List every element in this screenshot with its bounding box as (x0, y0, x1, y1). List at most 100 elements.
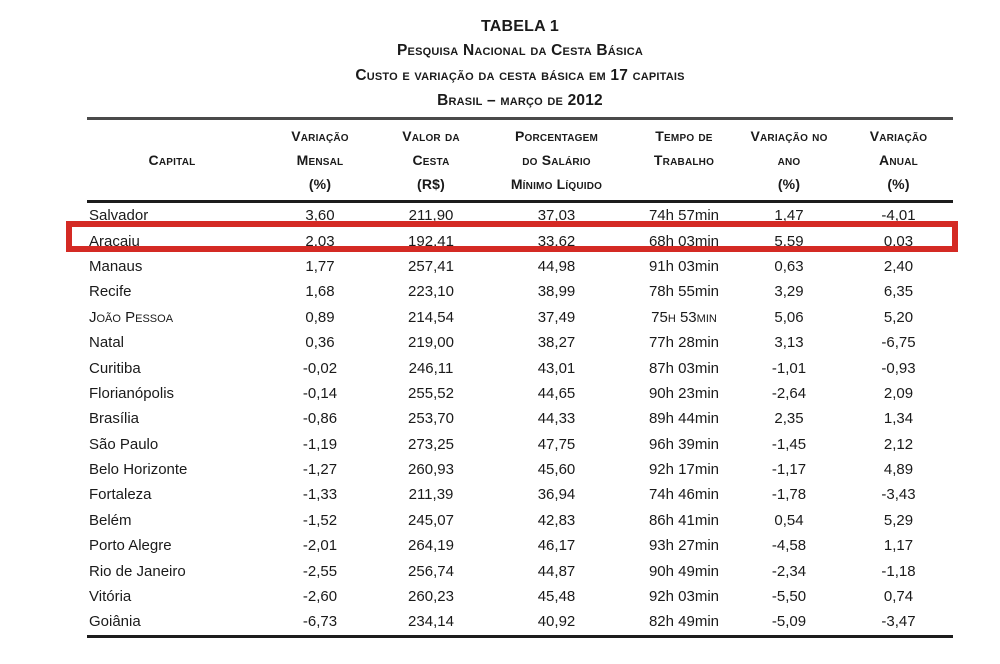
table-subtitle-period: Brasil – março de 2012 (437, 92, 603, 109)
value-cell: 38,99 (537, 283, 576, 301)
value-cell: 260,93 (408, 461, 454, 479)
value-cell: -3,43 (881, 486, 916, 504)
value-cell: 87h 03min (648, 359, 720, 377)
value-cell: -1,19 (302, 435, 338, 453)
value-cell: 92h 17min (648, 461, 720, 479)
value-cell: 44,65 (537, 384, 576, 402)
capital-cell: Aracaju (89, 232, 140, 250)
table-body: Salvador 3,60 211,90 37,03 74h 57min 1,47 -4,0… (87, 202, 953, 638)
value-cell: 89h 44min (648, 410, 720, 428)
column-header-line: Porcentagem (514, 128, 599, 144)
value-cell: 1,34 (883, 410, 914, 428)
value-cell: 33,62 (537, 232, 576, 250)
value-cell: 37,03 (537, 207, 576, 225)
value-cell: 5,06 (774, 308, 804, 326)
value-cell: 253,70 (408, 410, 454, 428)
column-header-variacao-anual: Variação Anual (%) (844, 120, 953, 203)
value-cell: 1,17 (883, 537, 914, 555)
table-subtitle-description: Custo e variação da cesta básica em 17 c… (355, 67, 685, 84)
value-cell: 74h 46min (648, 486, 720, 504)
table-row: Vitória -2,60 260,23 45,48 92h 03min -5,50 0,7… (87, 584, 953, 609)
value-cell: 43,01 (537, 359, 576, 377)
value-cell: 2,09 (883, 384, 914, 402)
value-cell: -1,01 (771, 359, 807, 377)
capital-cell: Florianópolis (89, 384, 175, 402)
column-header-line: Mensal (296, 152, 344, 168)
column-header-line: Mínimo Líquido (510, 176, 603, 192)
value-cell: 90h 23min (648, 384, 720, 402)
value-cell: -2,01 (302, 537, 338, 555)
table-row: Florianópolis -0,14 255,52 44,65 90h 23min -2… (87, 381, 953, 406)
value-cell: 3,13 (774, 334, 804, 352)
value-cell: 45,48 (537, 588, 576, 606)
value-cell: 5,59 (774, 232, 804, 250)
capital-cell: Fortaleza (89, 486, 152, 504)
value-cell: 223,10 (408, 283, 454, 301)
value-cell: 0,74 (883, 588, 914, 606)
value-cell: 93h 27min (648, 537, 720, 555)
value-cell: -1,27 (302, 461, 338, 479)
value-cell: -2,64 (771, 384, 807, 402)
value-cell: 5,29 (883, 511, 914, 529)
value-cell: 257,41 (408, 257, 454, 275)
table-row: Porto Alegre -2,01 264,19 46,17 93h 27min -4,… (87, 533, 953, 558)
column-header-line: Variação (291, 128, 349, 144)
table-row: Salvador 3,60 211,90 37,03 74h 57min 1,47 -4,0… (87, 202, 953, 229)
value-cell: 260,23 (408, 588, 454, 606)
value-cell: -5,09 (734, 609, 844, 638)
value-cell: 0,63 (774, 257, 804, 275)
value-cell: 0,54 (774, 511, 804, 529)
value-cell: -0,02 (302, 359, 338, 377)
column-header-variacao-mensal: Variação Mensal (%) (257, 120, 383, 203)
value-cell: -1,78 (771, 486, 807, 504)
value-cell: 91h 03min (648, 257, 720, 275)
value-cell: 219,00 (408, 334, 454, 352)
value-cell: 0,89 (305, 308, 335, 326)
value-cell: 40,92 (479, 609, 634, 638)
column-header-capital: Capital (87, 120, 257, 203)
value-cell: 47,75 (537, 435, 576, 453)
header-row: Capital Variação Mensal (%) Valor da Cesta (R$… (87, 120, 953, 203)
table-row-highlighted: Aracaju 2,03 192,41 33,62 68h 03min 5,59 0,03 (87, 228, 953, 253)
cesta-basica-table: Capital Variação Mensal (%) Valor da Cesta (R$… (87, 120, 953, 638)
column-header-variacao-no-ano: Variação no ano (%) (734, 120, 844, 203)
value-cell: 75h 53min (651, 308, 717, 326)
capital-cell: São Paulo (89, 435, 159, 453)
table-row: Brasília -0,86 253,70 44,33 89h 44min 2,35 1,3… (87, 406, 953, 431)
value-cell: 68h 03min (648, 232, 720, 250)
value-cell: 44,87 (537, 562, 576, 580)
value-cell: 1,47 (774, 207, 804, 225)
value-cell: -1,18 (881, 562, 916, 580)
value-cell: -4,01 (881, 207, 916, 225)
capital-cell: Goiânia (87, 609, 257, 638)
capital-cell: Porto Alegre (89, 537, 172, 555)
column-header-line: Valor da (402, 128, 460, 144)
table-number-title: TABELA 1 (480, 18, 560, 35)
table-row: Recife 1,68 223,10 38,99 78h 55min 3,29 6,35 (87, 279, 953, 304)
value-cell: 0,03 (883, 232, 914, 250)
column-header-line (634, 172, 734, 196)
value-cell: 256,74 (408, 562, 454, 580)
capital-cell: Natal (89, 334, 125, 352)
capital-cell: Vitória (89, 588, 132, 606)
value-cell: 90h 49min (648, 562, 720, 580)
value-cell: 3,60 (305, 207, 335, 225)
table-title-block: TABELA 1 Pesquisa Nacional da Cesta Bási… (87, 15, 953, 113)
value-cell: 6,35 (883, 283, 914, 301)
value-cell: 273,25 (408, 435, 454, 453)
value-cell: 255,52 (408, 384, 454, 402)
value-cell: 44,98 (537, 257, 576, 275)
column-header-line: (R$) (416, 176, 446, 192)
value-cell: 77h 28min (648, 334, 720, 352)
column-header-line: (%) (887, 176, 910, 192)
value-cell: 45,60 (537, 461, 576, 479)
table-row: São Paulo -1,19 273,25 47,75 96h 39min -1,45 2… (87, 432, 953, 457)
value-cell: 3,29 (774, 283, 804, 301)
column-header-line: Capital (148, 152, 196, 168)
value-cell: 36,94 (537, 486, 576, 504)
value-cell: -5,50 (771, 588, 807, 606)
table-row: João Pessoa 0,89 214,54 37,49 75h 53min 5,06 5… (87, 305, 953, 330)
column-header-line: Variação (869, 128, 928, 144)
column-header-line: Tempo de (655, 128, 713, 144)
